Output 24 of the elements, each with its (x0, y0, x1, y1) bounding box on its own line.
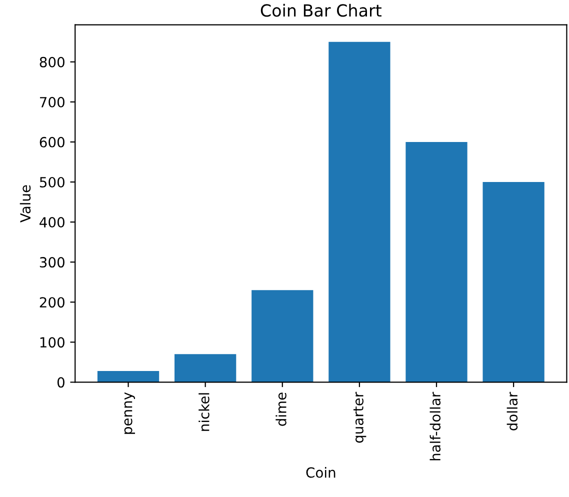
bar (406, 142, 468, 382)
bar (97, 370, 160, 382)
y-tick-label: 500 (40, 176, 64, 188)
x-tick-label: nickel (198, 393, 210, 431)
x-axis-title: Coin (306, 467, 336, 478)
y-tick-label: 400 (40, 217, 64, 228)
bar (174, 354, 236, 382)
bar (482, 182, 544, 382)
y-tick-label: 600 (40, 136, 64, 148)
x-tick-label: quarter (354, 392, 366, 443)
y-tick-label: 100 (40, 337, 64, 348)
y-axis-title: Value (20, 185, 31, 222)
x-tick-label: penny (124, 392, 135, 434)
chart-title: Coin Bar Chart (260, 4, 382, 17)
y-tick-label: 200 (40, 297, 64, 308)
bar (252, 290, 314, 382)
y-tick-label: 700 (40, 96, 64, 108)
y-tick-label: 800 (40, 56, 64, 68)
y-tick-label: 0 (57, 377, 64, 388)
x-tick-label: half-dollar (430, 392, 441, 460)
x-tick-label: dollar (506, 392, 518, 430)
bar (328, 42, 390, 382)
x-tick-label: dime (276, 392, 286, 426)
y-tick-label: 300 (40, 257, 64, 268)
